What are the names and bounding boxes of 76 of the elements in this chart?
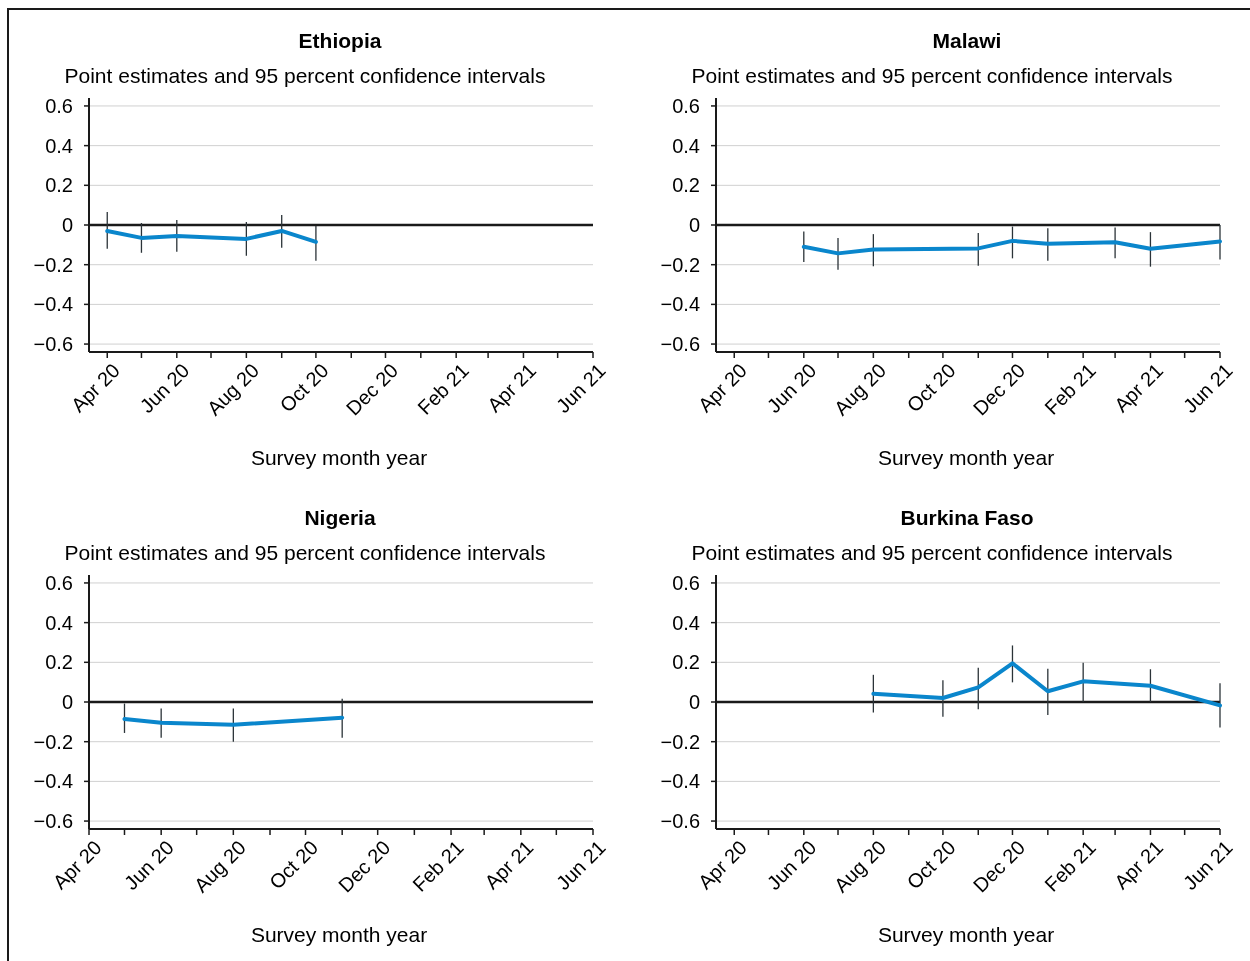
y-tick-label: 0.6 — [45, 571, 73, 594]
x-tick-label: Oct 20 — [902, 359, 960, 417]
x-tick-label: Jun 20 — [135, 359, 194, 418]
x-tick-label: Dec 20 — [968, 836, 1030, 897]
x-tick-label: Dec 20 — [968, 359, 1030, 420]
y-tick-label: 0.4 — [672, 134, 700, 157]
y-tick-label: 0.6 — [672, 94, 700, 117]
y-tick-label: 0 — [61, 691, 73, 713]
x-tick-label: Apr 20 — [693, 359, 751, 417]
x-axis-title: Survey month year — [877, 923, 1055, 946]
line-series — [871, 661, 1222, 708]
y-tick-label: −0.6 — [660, 333, 700, 356]
y-tick-label: 0.6 — [45, 94, 73, 117]
x-tick-label: Apr 20 — [66, 359, 124, 417]
y-tick-label: 0.6 — [672, 571, 700, 594]
x-tick-label: Oct 20 — [902, 836, 960, 894]
y-tick-label: −0.2 — [660, 730, 700, 753]
y-tick-label: −0.4 — [660, 770, 700, 793]
y-tick-label: −0.6 — [33, 333, 73, 356]
x-tick-label: Aug 20 — [189, 836, 251, 897]
y-tick-label: 0.2 — [672, 174, 700, 197]
x-tick-label: Jun 20 — [762, 836, 821, 895]
x-axis-title: Survey month year — [250, 446, 428, 469]
y-tick-label: −0.4 — [33, 293, 73, 316]
y-tick-label: 0.2 — [672, 651, 700, 674]
x-tick-label: Feb 21 — [1040, 836, 1100, 896]
x-tick-label: Apr 21 — [1109, 359, 1168, 417]
y-tick-label: 0 — [61, 214, 73, 236]
x-tick-label: Dec 20 — [341, 359, 403, 420]
y-tick-label: 0.4 — [45, 134, 73, 157]
x-tick-label: Apr 21 — [482, 359, 541, 417]
chart-title: Nigeria — [304, 506, 376, 529]
x-tick-label: Feb 21 — [408, 836, 468, 896]
chart-subtitle: Point estimates and 95 percent confidence intervals — [691, 64, 1173, 87]
y-tick-label: −0.4 — [660, 293, 700, 316]
line-series — [105, 228, 318, 244]
x-tick-label: Jun 21 — [1178, 359, 1237, 418]
chart-subtitle: Point estimates and 95 percent confidence intervals — [691, 541, 1173, 564]
x-tick-label: Jun 20 — [762, 359, 821, 418]
y-tick-label: 0.4 — [672, 611, 700, 634]
x-tick-label: Apr 20 — [48, 836, 106, 894]
x-tick-label: Apr 20 — [693, 836, 751, 894]
x-axis-title: Survey month year — [877, 446, 1055, 469]
y-tick-label: −0.2 — [33, 730, 73, 753]
line-series — [122, 715, 345, 727]
x-tick-label: Aug 20 — [829, 836, 891, 897]
y-tick-label: 0.2 — [45, 651, 73, 674]
x-tick-label: Jun 20 — [119, 836, 178, 895]
x-tick-label: Jun 21 — [551, 359, 610, 418]
x-tick-label: Oct 20 — [275, 359, 333, 417]
chart-title: Burkina Faso — [900, 506, 1034, 529]
x-tick-label: Oct 20 — [265, 836, 323, 894]
chart-subtitle: Point estimates and 95 percent confidence intervals — [64, 64, 546, 87]
y-tick-label: −0.6 — [660, 810, 700, 833]
x-tick-label: Feb 21 — [413, 359, 473, 419]
chart-title: Ethiopia — [298, 29, 382, 52]
y-tick-label: 0 — [688, 214, 700, 236]
x-tick-label: Aug 20 — [202, 359, 264, 420]
y-tick-label: −0.4 — [33, 770, 73, 793]
x-tick-label: Apr 21 — [1109, 836, 1168, 894]
y-tick-label: −0.2 — [33, 253, 73, 276]
x-tick-label: Jun 21 — [551, 836, 610, 895]
y-tick-label: 0.4 — [45, 611, 73, 634]
x-tick-label: Apr 21 — [480, 836, 538, 894]
line-series — [801, 238, 1222, 256]
x-tick-label: Jun 21 — [1178, 836, 1237, 895]
y-tick-label: 0 — [688, 691, 700, 713]
x-tick-label: Dec 20 — [334, 836, 395, 897]
chart-title: Malawi — [932, 29, 1002, 52]
y-tick-label: −0.6 — [33, 810, 73, 833]
y-tick-label: −0.2 — [660, 253, 700, 276]
x-tick-label: Feb 21 — [1040, 359, 1100, 419]
x-tick-label: Aug 20 — [829, 359, 891, 420]
y-tick-label: 0.2 — [45, 174, 73, 197]
chart-subtitle: Point estimates and 95 percent confidence intervals — [64, 541, 546, 564]
x-axis-title: Survey month year — [250, 923, 428, 946]
